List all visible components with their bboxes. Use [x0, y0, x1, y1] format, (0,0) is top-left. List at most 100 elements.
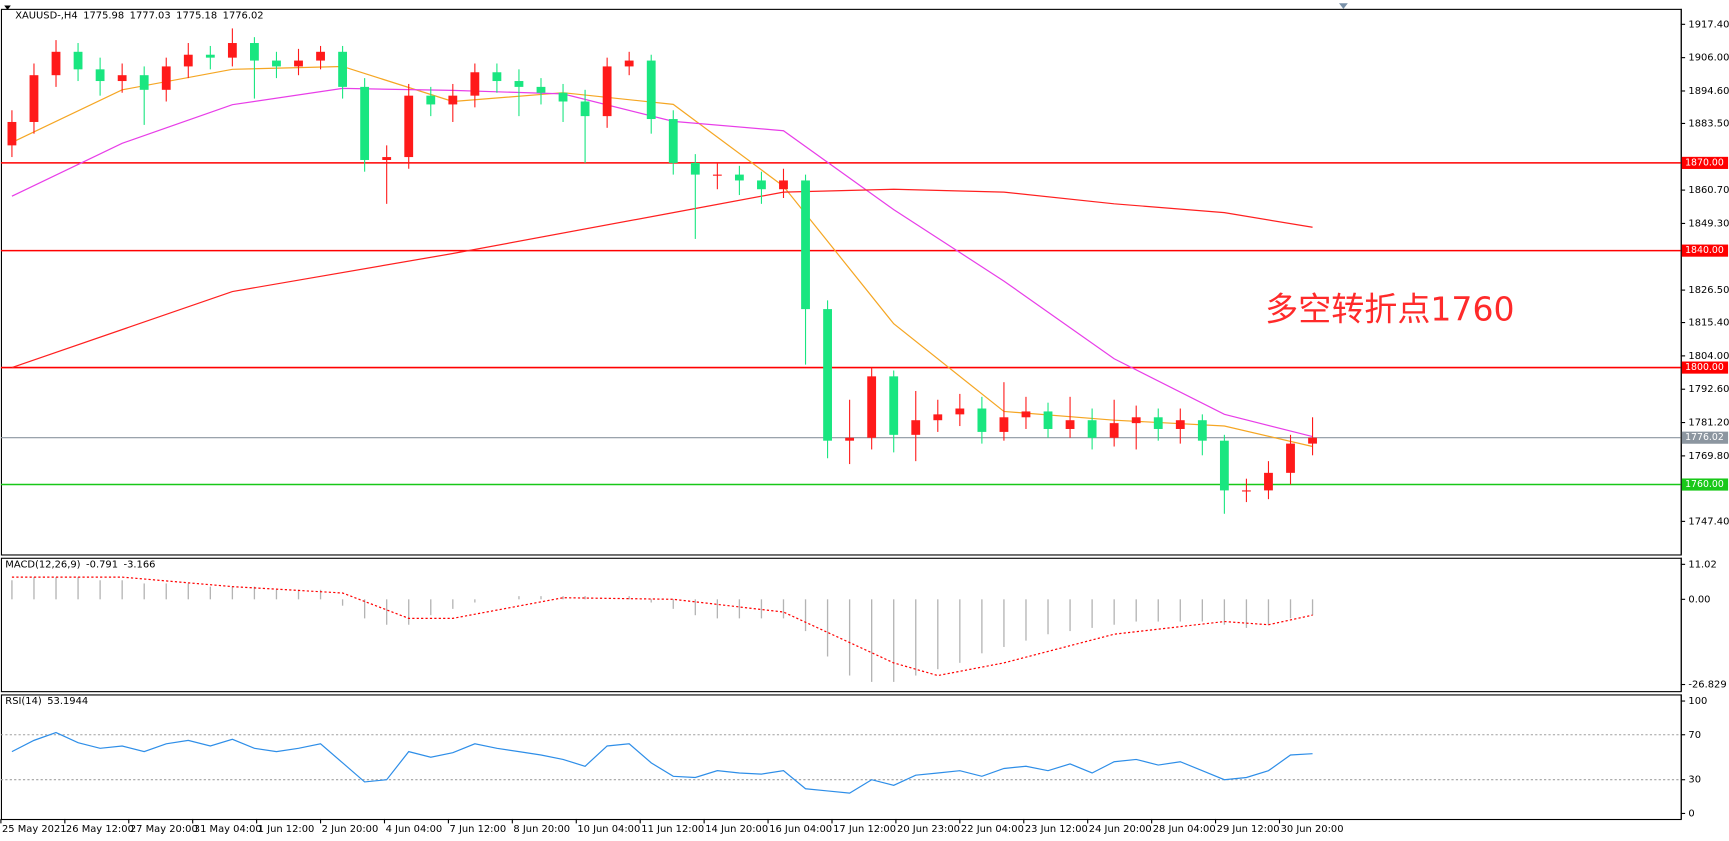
candle-body: [382, 157, 392, 160]
shift-marker: [1339, 3, 1348, 9]
x-tick-label: 28 Jun 04:00: [1153, 824, 1216, 835]
candle-body: [1131, 417, 1141, 424]
y-tick-label: 0.00: [1688, 594, 1710, 605]
candle-body: [779, 180, 788, 190]
x-tick-label: 7 Jun 12:00: [450, 824, 507, 835]
y-tick-label: 0: [1688, 808, 1694, 819]
x-tick-label: 23 Jun 12:00: [1025, 824, 1088, 835]
candle-body: [955, 408, 965, 415]
indicator-reading: 1775.18: [176, 10, 217, 21]
level-box: [1681, 431, 1729, 444]
y-tick-label: 1792.60: [1688, 384, 1729, 395]
indicator-reading: -3.166: [124, 559, 156, 570]
candle-body: [205, 54, 215, 58]
candle-body: [867, 376, 877, 438]
x-tick-label: 16 Jun 04:00: [769, 824, 832, 835]
candle-body: [1021, 411, 1031, 418]
x-tick-label: 8 Jun 20:00: [513, 824, 570, 835]
candle-body: [316, 51, 325, 61]
indicator-name: XAUUSD-,H4: [15, 10, 77, 21]
candle-body: [558, 92, 568, 102]
candle-body: [338, 51, 348, 87]
candle-body: [294, 60, 303, 67]
candle-body: [250, 43, 259, 61]
candle-body: [1242, 490, 1251, 492]
candle-body: [7, 121, 17, 146]
candle-body: [161, 66, 171, 90]
panel-header: MACD(12,26,9) -0.791 -3.166: [5, 559, 155, 570]
x-tick-label: 22 Jun 04:00: [961, 824, 1024, 835]
candle-body: [227, 43, 237, 58]
candle-body: [1219, 440, 1229, 491]
candle-body: [999, 417, 1009, 432]
level-box: [1681, 156, 1729, 169]
candle-body: [95, 69, 105, 82]
candle-body: [536, 86, 546, 93]
x-tick-label: 20 Jun 23:00: [897, 824, 960, 835]
candle-body: [823, 309, 832, 441]
candle-body: [646, 60, 656, 120]
x-tick-label: 14 Jun 20:00: [705, 824, 768, 835]
candle-body: [1065, 420, 1075, 429]
candle-body: [1043, 411, 1053, 429]
indicator-reading: 1775.98: [83, 10, 124, 21]
x-tick-label: 1 Jun 12:00: [258, 824, 315, 835]
y-tick-label: 1849.30: [1688, 218, 1729, 229]
indicator-reading: -0.791: [86, 559, 118, 570]
indicator-name: MACD(12,26,9): [5, 559, 80, 570]
candle-body: [1264, 472, 1273, 491]
x-tick-label: 31 May 04:00: [194, 824, 262, 835]
candle-body: [602, 66, 612, 117]
level-label: 1760.00: [1685, 479, 1724, 490]
y-tick-label: -26.829: [1688, 680, 1726, 691]
menu-arrow[interactable]: [4, 5, 11, 10]
y-tick-label: 70: [1688, 730, 1701, 741]
y-tick-label: 1860.70: [1688, 185, 1729, 196]
level-label: 1776.02: [1685, 432, 1724, 443]
candle-body: [1197, 420, 1207, 441]
x-tick-label: 11 Jun 12:00: [641, 824, 704, 835]
candle-body: [1286, 443, 1295, 473]
y-tick-label: 30: [1688, 775, 1701, 786]
candle-body: [712, 174, 722, 176]
candle-body: [1109, 423, 1119, 438]
candle-body: [117, 75, 127, 82]
indicator-line: [11, 731, 1313, 794]
indicator-reading: 1776.02: [223, 10, 264, 21]
candle-body: [1175, 420, 1185, 429]
candle-body: [889, 376, 899, 435]
candle-body: [845, 437, 855, 441]
candle-body: [801, 180, 810, 310]
candle-body: [29, 75, 39, 122]
candle-body: [690, 162, 700, 175]
level-label: 1800.00: [1685, 362, 1724, 373]
candle-body: [977, 408, 987, 432]
indicator-reading: 53.1944: [47, 696, 88, 707]
indicator-name: RSI(14): [5, 696, 42, 707]
indicator-reading: 1777.03: [130, 10, 171, 21]
level-label: 1840.00: [1685, 245, 1724, 256]
x-tick-label: 27 May 20:00: [130, 824, 198, 835]
candle-body: [404, 95, 414, 158]
candle-body: [624, 60, 634, 67]
candle-body: [272, 60, 281, 67]
candle-body: [470, 72, 480, 96]
x-tick-label: 29 Jun 12:00: [1217, 824, 1280, 835]
indicator-line: [11, 188, 1313, 369]
annotation: 多空转折点1760: [1265, 289, 1514, 328]
x-tick-label: 2 Jun 20:00: [322, 824, 379, 835]
y-tick-label: 1826.50: [1688, 285, 1729, 296]
level-box: [1681, 244, 1729, 257]
candle-body: [73, 51, 83, 70]
y-tick-label: 1917.40: [1688, 19, 1729, 30]
x-tick-label: 4 Jun 04:00: [386, 824, 443, 835]
x-tick-label: 30 Jun 20:00: [1281, 824, 1344, 835]
panel-header: XAUUSD-,H4 1775.98 1777.03 1775.18 1776.02: [15, 10, 263, 21]
y-tick-label: 1781.20: [1688, 418, 1729, 429]
candle-body: [1087, 420, 1097, 438]
candle-body: [1308, 437, 1317, 444]
indicator-line: [11, 576, 1313, 677]
candle-body: [514, 81, 524, 87]
y-tick-label: 11.02: [1688, 559, 1716, 570]
